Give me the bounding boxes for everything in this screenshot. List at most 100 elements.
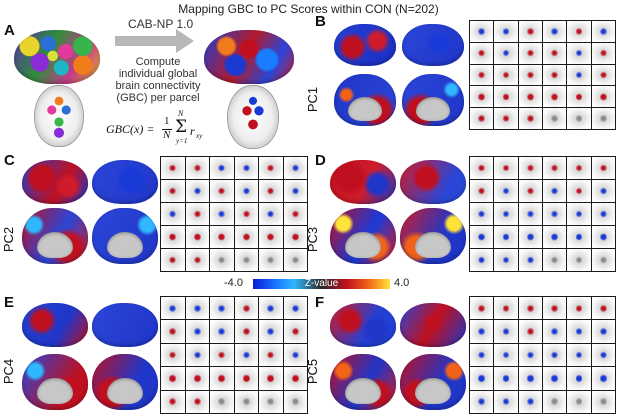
pc2-medial-right bbox=[92, 208, 158, 264]
pc5-medial-right-wall bbox=[414, 377, 452, 405]
pc5-slice-grid bbox=[469, 296, 616, 414]
slice bbox=[185, 343, 209, 367]
pc2-lateral-left bbox=[22, 160, 88, 204]
parcellation-axial-slice bbox=[35, 86, 83, 146]
slice bbox=[185, 297, 209, 320]
gbc-result-brain bbox=[204, 30, 294, 84]
slice bbox=[494, 108, 518, 129]
slice bbox=[210, 390, 234, 413]
pipeline-arrow-head bbox=[176, 29, 194, 53]
slice bbox=[234, 390, 258, 413]
slice bbox=[591, 203, 615, 225]
slice bbox=[470, 86, 494, 108]
slice bbox=[494, 367, 518, 390]
slice bbox=[210, 157, 234, 179]
slice bbox=[591, 64, 615, 86]
pc1-lateral-right bbox=[402, 24, 464, 66]
slice bbox=[518, 64, 542, 86]
slice bbox=[567, 297, 591, 320]
slice bbox=[283, 343, 307, 367]
slice bbox=[543, 249, 567, 271]
pc4-lateral-right bbox=[92, 303, 158, 347]
slice bbox=[543, 180, 567, 202]
slice bbox=[591, 180, 615, 202]
pc3-medial-right bbox=[400, 208, 466, 264]
formula-den: N bbox=[163, 129, 171, 141]
slice bbox=[210, 203, 234, 225]
slice bbox=[518, 21, 542, 42]
compute-line-2: individual global bbox=[118, 68, 198, 80]
slice bbox=[567, 108, 591, 129]
sigma-icon: Σ bbox=[175, 117, 188, 137]
slice bbox=[591, 343, 615, 367]
slice bbox=[210, 367, 234, 390]
slice bbox=[470, 21, 494, 42]
colorbar-mid-label: Z-value bbox=[304, 278, 339, 289]
slice bbox=[543, 390, 567, 413]
gbc-result-axial-slice bbox=[228, 86, 278, 148]
slice bbox=[470, 226, 494, 248]
slice bbox=[494, 297, 518, 320]
slice bbox=[259, 367, 283, 390]
slice bbox=[234, 203, 258, 225]
slice bbox=[518, 390, 542, 413]
slice bbox=[259, 226, 283, 248]
panel-c-letter: C bbox=[4, 152, 15, 169]
slice bbox=[591, 42, 615, 64]
slice bbox=[259, 157, 283, 179]
slice bbox=[283, 297, 307, 320]
slice bbox=[567, 180, 591, 202]
slice bbox=[470, 390, 494, 413]
pc5-lateral-left bbox=[330, 303, 396, 347]
slice bbox=[259, 343, 283, 367]
slice bbox=[470, 42, 494, 64]
slice bbox=[234, 226, 258, 248]
slice bbox=[591, 320, 615, 343]
colorbar-max-label: 4.0 bbox=[394, 277, 410, 289]
pc2-medial-left-wall bbox=[36, 231, 74, 259]
slice bbox=[518, 203, 542, 225]
slice bbox=[470, 203, 494, 225]
slice bbox=[518, 180, 542, 202]
slice bbox=[283, 157, 307, 179]
slice bbox=[518, 226, 542, 248]
panel-d-pc-label: PC3 bbox=[305, 226, 321, 253]
slice bbox=[494, 249, 518, 271]
slice bbox=[591, 390, 615, 413]
slice bbox=[185, 367, 209, 390]
slice bbox=[591, 226, 615, 248]
formula-lhs: GBC(x) = bbox=[106, 122, 155, 136]
pc4-medial-left bbox=[22, 354, 88, 410]
panel-b-letter: B bbox=[315, 13, 326, 30]
slice bbox=[567, 64, 591, 86]
pc3-lateral-left bbox=[330, 160, 396, 204]
slice bbox=[185, 226, 209, 248]
slice bbox=[470, 180, 494, 202]
slice bbox=[470, 64, 494, 86]
formula-sum-bottom: y=1 bbox=[176, 137, 188, 145]
slice bbox=[234, 180, 258, 202]
compute-line-3: brain connectivity bbox=[115, 80, 201, 92]
parcellation-brain bbox=[14, 30, 100, 84]
pc1-medial-left-wall bbox=[347, 96, 382, 121]
slice bbox=[161, 157, 185, 179]
slice bbox=[543, 320, 567, 343]
slice bbox=[543, 42, 567, 64]
slice bbox=[161, 180, 185, 202]
pc3-medial-left-wall bbox=[344, 231, 382, 259]
formula-num: 1 bbox=[164, 115, 170, 127]
pc5-medial-left-wall bbox=[344, 377, 382, 405]
panel-f-letter: F bbox=[315, 294, 325, 311]
pc1-medial-right bbox=[402, 74, 464, 126]
slice bbox=[210, 320, 234, 343]
panel-e-pc-label: PC4 bbox=[1, 358, 17, 385]
formula-sum-top: N bbox=[178, 109, 184, 118]
slice bbox=[470, 367, 494, 390]
slice bbox=[161, 367, 185, 390]
slice bbox=[283, 226, 307, 248]
pc3-medial-right-wall bbox=[414, 231, 452, 259]
pipeline-label: CAB-NP 1.0 bbox=[128, 17, 194, 31]
slice bbox=[567, 343, 591, 367]
panel-b-pc-label: PC1 bbox=[305, 86, 321, 113]
slice bbox=[567, 320, 591, 343]
